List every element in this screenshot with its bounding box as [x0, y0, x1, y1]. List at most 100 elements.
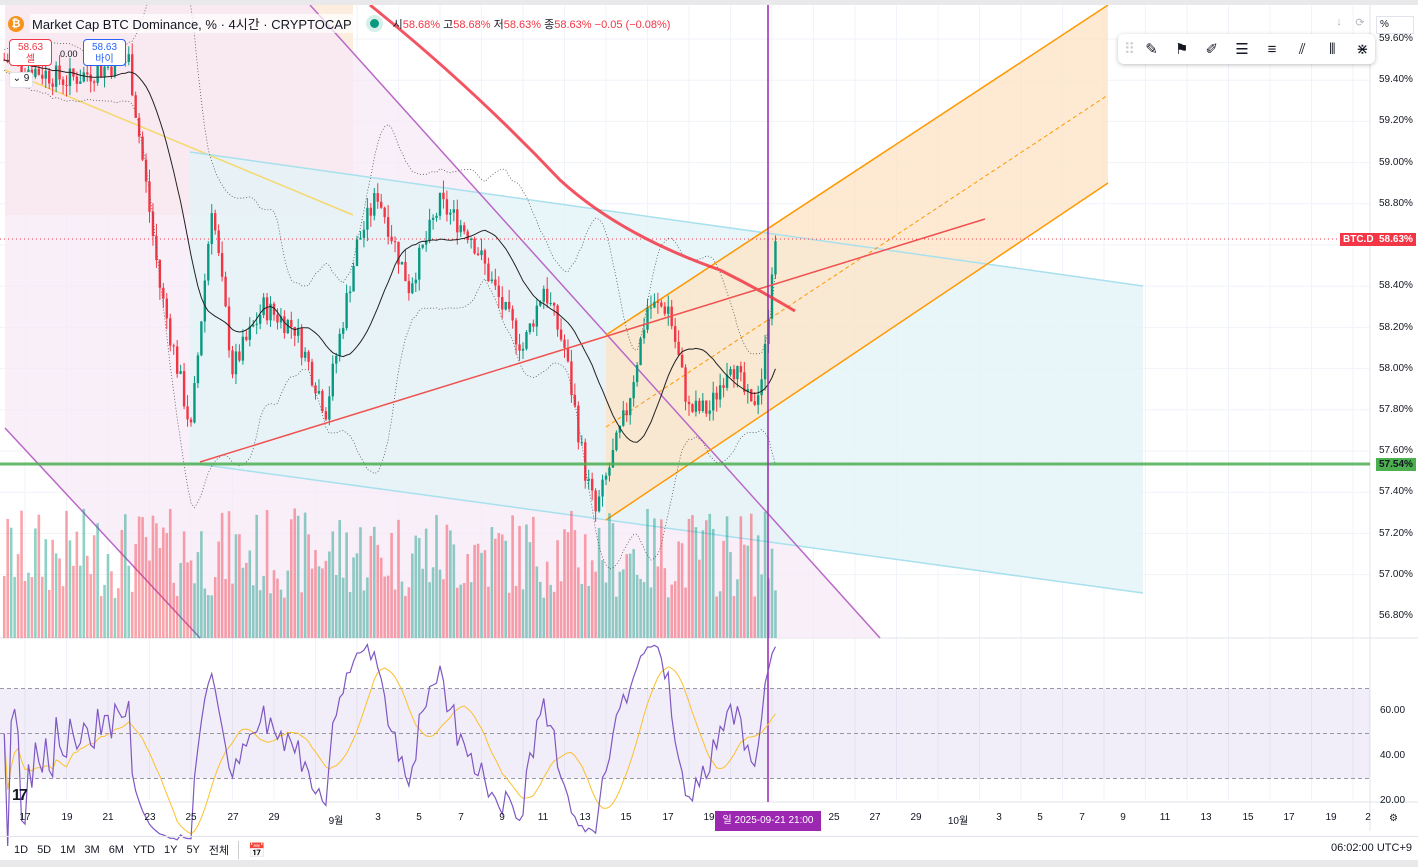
price-tick: 59.00% — [1379, 156, 1413, 168]
candle — [518, 344, 521, 351]
candle — [746, 389, 749, 392]
tradingview-logo[interactable]: 17 — [12, 787, 28, 804]
range-1d[interactable]: 1D — [14, 844, 29, 856]
candle — [428, 219, 431, 241]
volume-bar — [272, 570, 276, 638]
volume-bar — [141, 517, 144, 638]
volume-bar — [348, 591, 352, 638]
volume-bar — [542, 597, 546, 638]
candle — [418, 247, 421, 280]
range-6m[interactable]: 6M — [108, 844, 124, 856]
scroll-down-icon[interactable]: ↓ — [1336, 16, 1342, 28]
candle — [238, 351, 241, 361]
volume-bar — [355, 553, 359, 638]
volume-bar — [328, 551, 331, 638]
volume-bar — [646, 509, 649, 638]
candle — [435, 215, 438, 218]
clock[interactable]: 06:02:00 UTC+9 — [1330, 842, 1412, 854]
volume-bar — [289, 519, 293, 638]
candle — [463, 225, 466, 232]
settings-icon[interactable]: ⚙ — [1389, 813, 1398, 824]
candle — [224, 276, 227, 307]
range-1m[interactable]: 1M — [60, 844, 76, 856]
candle — [400, 261, 404, 265]
highlighter-icon[interactable]: ✎ — [1145, 41, 1158, 58]
candle — [276, 314, 279, 323]
candle — [438, 192, 442, 216]
range-5y[interactable]: 5Y — [186, 844, 200, 856]
candle — [200, 321, 203, 356]
volume-bar — [369, 535, 373, 638]
range-3m[interactable]: 3M — [84, 844, 100, 856]
volume-bar — [708, 513, 712, 638]
volume-bar — [34, 528, 37, 638]
candle — [75, 76, 79, 84]
volume-bar — [736, 579, 739, 638]
brush-icon[interactable]: ✐ — [1205, 41, 1219, 58]
sell-button[interactable]: 58.63 셀 — [9, 39, 52, 66]
candle — [452, 209, 456, 213]
horizontal-lines-icon[interactable]: ☰ — [1235, 41, 1249, 58]
candle — [386, 217, 390, 237]
candle — [663, 306, 666, 314]
candle — [241, 336, 245, 361]
drag-handle-icon[interactable]: ⠿ — [1124, 41, 1135, 58]
goto-date-icon[interactable]: 📅 — [248, 841, 266, 858]
price-tick: 59.40% — [1379, 74, 1413, 86]
volume-bar — [414, 535, 418, 638]
volume-bar — [518, 525, 521, 638]
volume-bar — [179, 562, 182, 638]
auto-scale-icon[interactable]: ⟳ — [1355, 17, 1365, 29]
vertical-lines-icon[interactable]: ⦀ — [1329, 40, 1336, 58]
volume-bar — [276, 578, 279, 638]
flag-ray-icon[interactable]: ⚑ — [1174, 41, 1189, 58]
range-all[interactable]: 전체 — [208, 845, 230, 857]
candle — [584, 442, 587, 481]
candle — [635, 365, 639, 383]
candle — [528, 323, 532, 333]
volume-bar — [258, 590, 262, 638]
candle — [89, 74, 92, 82]
trend-channel-icon[interactable]: ≡ — [1267, 40, 1277, 58]
candle — [248, 326, 251, 340]
chart-canvas[interactable] — [0, 5, 1418, 860]
range-5d[interactable]: 5D — [37, 844, 52, 856]
candle — [667, 306, 670, 314]
price-tick: 58.00% — [1379, 362, 1413, 374]
candle — [750, 389, 753, 402]
time-tick: 27 — [227, 812, 239, 823]
time-tick: 19 — [61, 812, 73, 823]
candle — [355, 239, 359, 266]
volume-bar — [245, 562, 248, 638]
volume-bar — [227, 511, 231, 638]
candle — [92, 81, 96, 83]
candle — [252, 324, 255, 327]
volume-bar — [404, 595, 407, 638]
volume-bar — [604, 582, 608, 638]
candle — [96, 65, 99, 83]
volume-bar — [303, 512, 307, 638]
candle — [393, 241, 397, 243]
candle — [106, 66, 110, 68]
candle — [286, 320, 290, 334]
buy-button[interactable]: 58.63 바이 — [83, 39, 126, 66]
fib-fan-icon[interactable]: ⋇ — [1356, 41, 1369, 58]
candle — [629, 398, 632, 416]
candle — [307, 351, 310, 362]
candle — [48, 70, 51, 84]
volume-bar — [438, 569, 442, 638]
candle — [383, 207, 386, 218]
volume-bar — [649, 587, 653, 638]
volume-bar — [85, 555, 89, 638]
candle — [763, 343, 767, 380]
parallel-channel-icon[interactable]: ⫽ — [1298, 40, 1306, 58]
candle — [580, 442, 583, 444]
symbol-title[interactable]: Market Cap BTC Dominance, % · 4시간 · CRYP… — [30, 14, 354, 33]
percent-scale-button[interactable]: % — [1376, 16, 1414, 34]
candle — [317, 390, 321, 394]
volume-bar — [40, 576, 44, 638]
range-ytd[interactable]: YTD — [132, 844, 155, 856]
range-1y[interactable]: 1Y — [163, 844, 178, 856]
indicators-toggle[interactable]: ⌄ 9 — [9, 72, 33, 88]
volume-bar — [144, 536, 148, 638]
